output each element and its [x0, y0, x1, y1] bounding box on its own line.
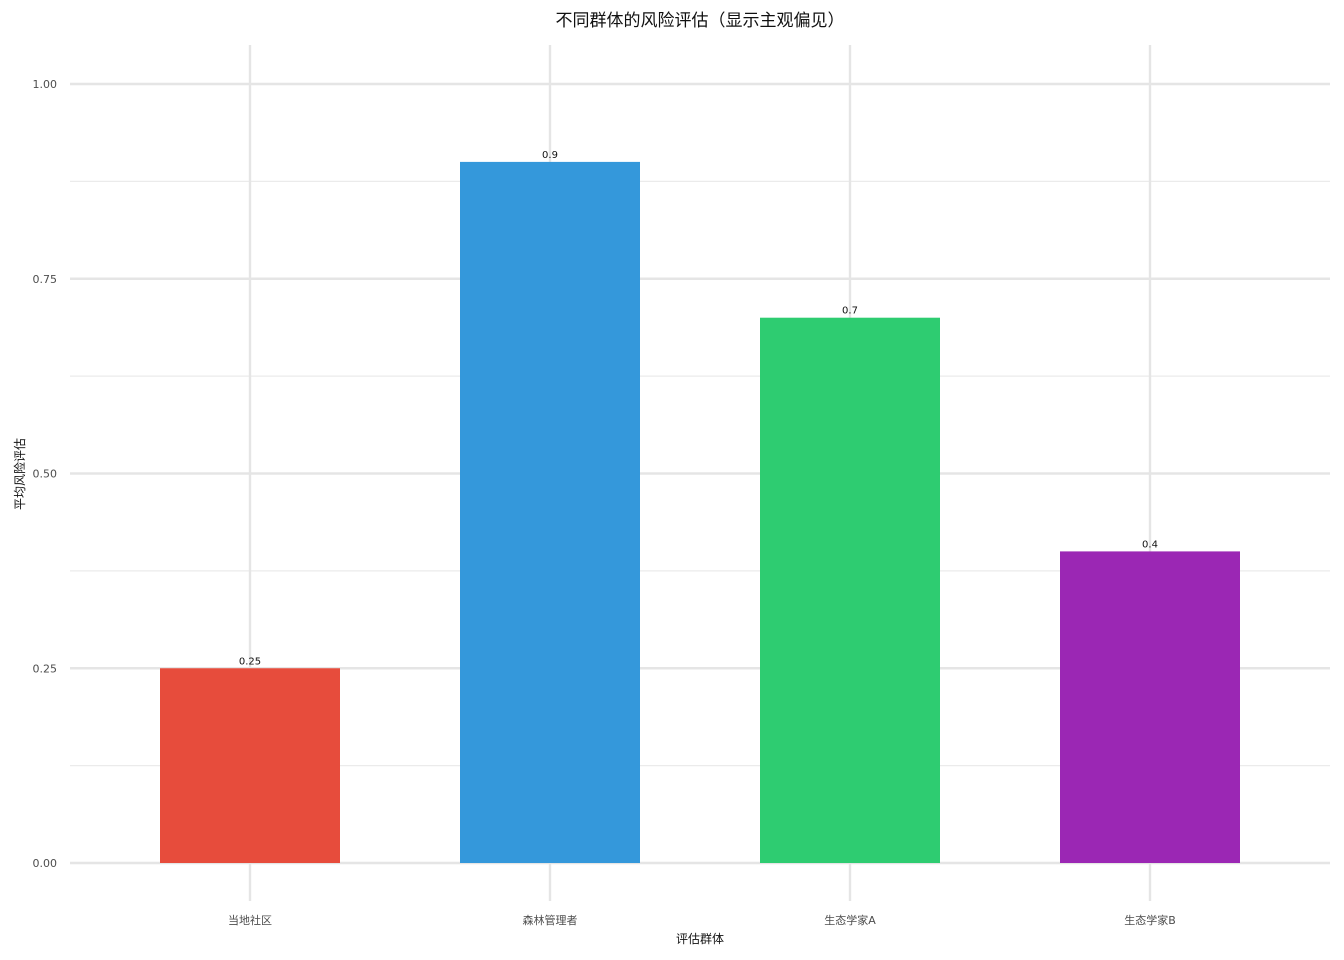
bar: [760, 317, 940, 863]
x-tick-label: 生态学家B: [1124, 913, 1176, 927]
bars: [160, 161, 1240, 863]
bar-value-label: 0.7: [842, 306, 858, 317]
y-tick-label: 0.75: [33, 273, 58, 286]
y-tick-label: 1.00: [33, 78, 58, 91]
bar-value-label: 0.25: [239, 656, 261, 667]
chart-title: 不同群体的风险评估（显示主观偏见）: [556, 11, 845, 31]
y-axis-title: 平均风险评估: [12, 438, 27, 510]
x-axis-title: 评估群体: [676, 932, 724, 946]
bar: [1060, 551, 1240, 863]
y-tick-label: 0.50: [33, 468, 58, 481]
x-tick-label: 生态学家A: [824, 913, 876, 927]
y-tick-label: 0.00: [33, 857, 58, 870]
bar: [460, 161, 640, 863]
x-tick-label: 当地社区: [228, 913, 272, 927]
bar: [160, 668, 340, 863]
bar-value-label: 0.4: [1142, 539, 1158, 550]
x-axis-ticks: 当地社区 森林管理者 生态学家A 生态学家B: [228, 913, 1176, 927]
y-axis-ticks: 0.00 0.25 0.50 0.75 1.00: [33, 78, 58, 870]
y-tick-label: 0.25: [33, 662, 58, 675]
bar-value-label: 0.9: [542, 150, 558, 161]
data-labels: 0.25 0.9 0.7 0.4: [239, 150, 1158, 667]
x-tick-label: 森林管理者: [523, 913, 578, 927]
